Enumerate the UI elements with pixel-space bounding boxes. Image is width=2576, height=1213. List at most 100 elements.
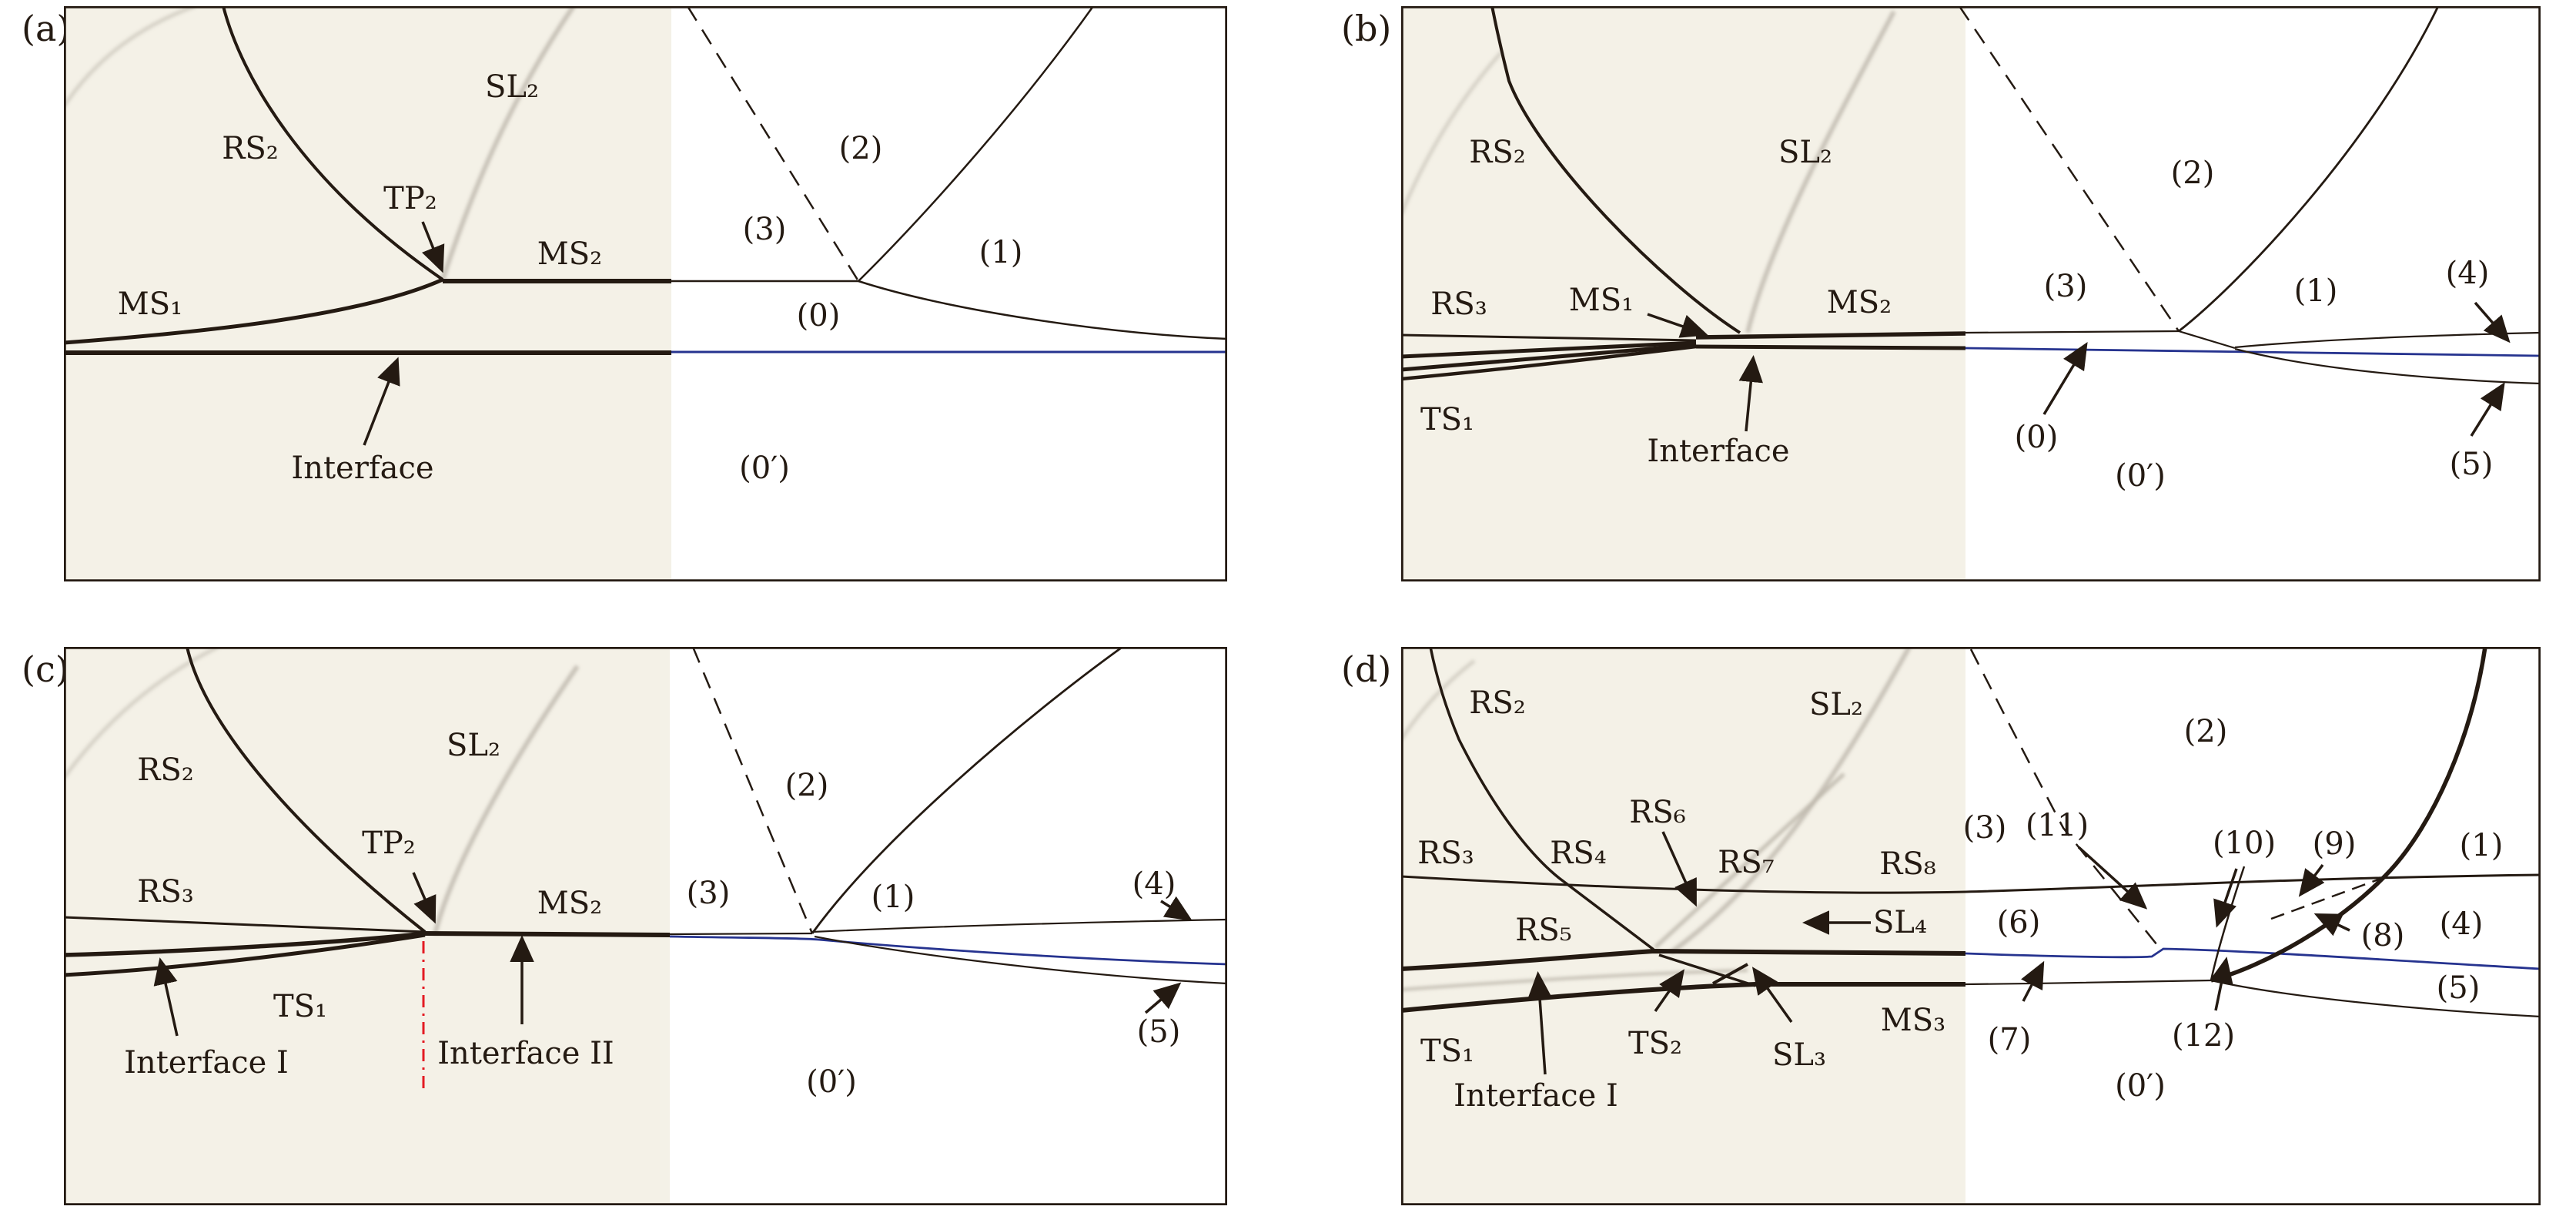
- schlieren-background: [64, 647, 670, 1205]
- wave-label-sl2: SL₂: [1809, 687, 1863, 722]
- panel-c-drawing: [64, 647, 1227, 1205]
- wave-label-rs6: RS₆: [1629, 795, 1686, 830]
- wave-label-sl4: SL₄: [1873, 905, 1927, 940]
- region-label-4: (4): [2439, 906, 2484, 942]
- interface-beige-line: [1695, 344, 1966, 350]
- slipline-sl2-curve: [433, 665, 580, 935]
- region-label-3: (3): [686, 876, 731, 911]
- slipline-sl3-segment: [1712, 963, 1748, 985]
- wave-label-rs3: RS₃: [1417, 836, 1474, 871]
- region-label-9: (9): [2312, 826, 2357, 862]
- wave-label-interface1: Interface I: [124, 1045, 289, 1081]
- dashed-wave-3-11-boundary: [1969, 648, 2161, 950]
- faint-corner-arc: [1401, 659, 1476, 741]
- region-label-3: (3): [742, 212, 787, 247]
- region-label-2: (2): [2170, 156, 2215, 191]
- shock-ms1-line: [64, 277, 444, 345]
- interface1-arrow: [1527, 971, 1552, 1075]
- wave-label-ms2: MS₂: [537, 886, 603, 921]
- panel-a: RS₂ SL₂ TP₂ MS₁ MS₂ Interface (2) (3) (1…: [64, 6, 1227, 581]
- panel-border: [1401, 6, 2541, 581]
- region-4-arrow: [2474, 301, 2511, 343]
- wave-1-boundary-thick-curve: [2210, 647, 2487, 983]
- wave-1-2-boundary-curve: [858, 6, 1095, 282]
- region-7-arrow: [2021, 960, 2045, 1002]
- shock-ts1-ms3-thick-line: [1401, 982, 1965, 1013]
- schlieren-background: [64, 6, 671, 581]
- dashed-wave-3-2-boundary: [1958, 6, 2180, 332]
- shock-ms2-beige: [1695, 331, 1966, 340]
- wave-label-rs2: RS₂: [1469, 685, 1526, 721]
- wave-label-rs5: RS₅: [1515, 913, 1572, 948]
- wave-label-ms2: MS₂: [537, 236, 603, 272]
- ms3-schematic-line: [1965, 979, 2212, 986]
- interface-1-thick-line: [64, 931, 426, 957]
- wave-1-2-boundary-curve: [2178, 6, 2440, 333]
- shock-ms2-schematic: [1965, 330, 2180, 334]
- region-label-3: (3): [2043, 269, 2088, 304]
- region-4-arrow: [1160, 896, 1193, 921]
- interface-schematic-blue: [1965, 947, 2541, 970]
- wave-label-ms2: MS₂: [1826, 285, 1892, 320]
- region-12-arrow: [2209, 957, 2233, 1011]
- wave-label-rs2: RS₂: [222, 131, 279, 166]
- interface1-arrow: [153, 957, 179, 1037]
- panel-border: [1401, 647, 2541, 1205]
- wave-label-tp2: TP₂: [362, 826, 416, 861]
- wave-label-tp2: TP₂: [383, 181, 437, 216]
- rs6-arrow: [1661, 831, 1697, 907]
- wave-label-rs7: RS₇: [1718, 845, 1775, 880]
- region-label-6: (6): [1996, 905, 2041, 940]
- shock-ts1-line: [1401, 344, 1697, 381]
- region-label-7: (7): [1987, 1022, 2032, 1057]
- panel-a-drawing: [64, 6, 1227, 581]
- slipline-sl2-curve: [1745, 10, 1896, 333]
- region-label-5: (5): [1136, 1014, 1181, 1050]
- wave-5-boundary-line: [2234, 347, 2541, 385]
- schlieren-background: [1401, 647, 1965, 1205]
- panel-border: [64, 6, 1227, 581]
- interface1-faint-line: [1401, 969, 1748, 991]
- shock-rs5-sl4-thick-line: [1401, 948, 1966, 971]
- faint-corner-arc: [64, 647, 219, 779]
- region-label-2: (2): [785, 768, 829, 803]
- shock-rs2-curve: [1429, 647, 1655, 951]
- sl3-arrow: [1751, 967, 1793, 1024]
- panel-b: RS₂ SL₂ RS₃ MS₁ MS₂ TS₁ Interface (2) (3…: [1401, 6, 2541, 581]
- shock-ts2-segment: [1658, 953, 1756, 987]
- slipline-sl2-curve: [1669, 647, 1912, 955]
- faint-corner-arc: [64, 6, 196, 108]
- panel-tag-a: (a): [22, 8, 71, 49]
- faint-corner-arc: [1401, 51, 1503, 215]
- shock-ms2-beige: [424, 931, 671, 937]
- interface-bundle-lower: [1401, 343, 1697, 372]
- panel-tag-d: (d): [1341, 648, 1392, 690]
- wave-label-interface2: Interface II: [437, 1036, 614, 1071]
- panel-tag-b: (b): [1341, 8, 1392, 49]
- wave-label-interface: Interface: [1647, 434, 1790, 469]
- region-label-1: (1): [871, 880, 915, 915]
- region-5-arrow: [1144, 982, 1182, 1014]
- region-label-0-prime: (0′): [806, 1064, 857, 1100]
- panel-d: RS₂ SL₂ RS₆ RS₃ RS₄ RS₇ RS₈ RS₅ SL₄ TS₁ …: [1401, 647, 2541, 1205]
- panel-b-drawing: [1401, 6, 2541, 581]
- wave-label-sl2: SL₂: [485, 69, 539, 105]
- shock-ms2-schematic: [669, 932, 813, 936]
- wave-label-rs3: RS₃: [137, 874, 194, 910]
- shock-rs3-line: [1401, 333, 1697, 342]
- tp2-arrow: [421, 221, 445, 273]
- dashed-wave-9-line: [2270, 874, 2390, 920]
- tp2-arrow: [412, 872, 437, 924]
- region-label-0-prime: (0′): [2115, 1068, 2166, 1104]
- wave-label-ts1: TS₁: [1420, 1034, 1475, 1069]
- wave-label-rs3: RS₃: [1430, 286, 1487, 322]
- schlieren-background: [1401, 6, 1965, 581]
- shock-ts1-line: [64, 933, 426, 977]
- region-label-1: (1): [2459, 828, 2504, 863]
- interface-arrow: [1738, 355, 1763, 432]
- wave-5-boundary-line: [2210, 979, 2541, 1018]
- wave-label-rs2: RS₂: [137, 752, 194, 788]
- shock-rs6-faint-line: [1654, 772, 1845, 949]
- region-label-2: (2): [838, 131, 883, 166]
